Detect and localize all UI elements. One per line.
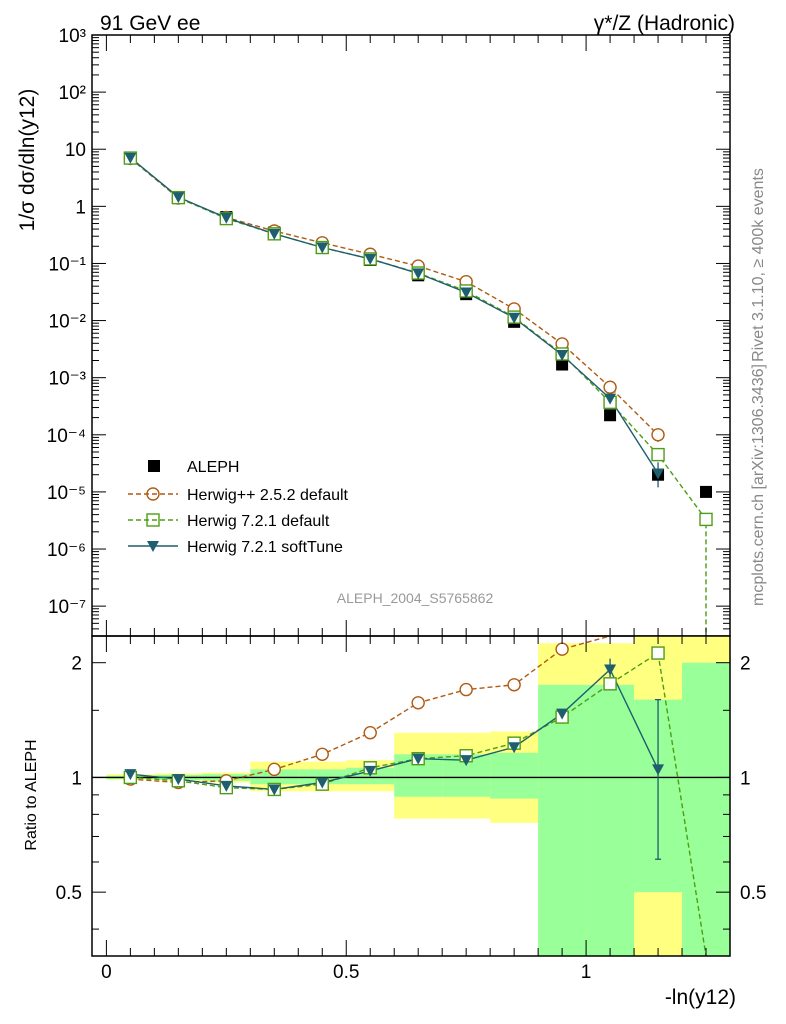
main-marker-herwigpp [651,428,665,442]
energy-label: 91 GeV ee [100,12,200,35]
main-y-tick-label: 10³ [59,26,86,47]
ratio-ylabel: Ratio to ALEPH [23,739,40,850]
legend-label-softtune: Herwig 7.2.1 softTune [187,539,343,556]
ratio-marker-softtune [220,780,233,792]
ratio-marker-herwigpp [507,678,521,692]
main-marker-aleph [556,358,569,371]
ratio-marker-herwigpp [363,726,377,740]
ratio-y-tick-label-right: 2 [740,654,751,675]
ratio-marker-herwigpp [315,747,329,761]
main-y-tick-label: 10⁻³ [49,369,87,390]
main-marker-softtune [268,228,281,240]
ratio-plot-panel: 0 0.5 1 0.5 0.5 1 1 2 2 [56,635,766,983]
main-marker-softtune [172,192,185,204]
main-marker-aleph [700,485,713,498]
main-marker-softtune [364,253,377,265]
main-marker-herwig7 [699,512,713,527]
analysis-watermark: ALEPH_2004_S5765862 [337,590,494,606]
main-marker-softtune [652,468,665,480]
ratio-marker-herwigpp [267,762,281,777]
ratio-marker-softtune [604,664,617,676]
main-marker-softtune [460,287,473,299]
main-y-tick-label: 10 [65,140,86,161]
ratio-marker-softtune [364,765,377,777]
legend: ALEPH Herwig++ 2.5.2 default Herwig 7.2.… [128,459,349,556]
ratio-band-inner [586,684,635,956]
xlabel: -ln(y12) [665,986,736,1009]
ratio-marker-herwigpp [555,642,569,656]
ratio-line-softtune [130,668,659,791]
main-marker-softtune [220,212,233,224]
ratio-line-herwigpp [130,635,611,784]
ratio-y-tick-label: 2 [71,654,82,675]
main-y-tick-label: 10⁻⁴ [47,426,86,447]
legend-marker-herwig7 [146,513,160,527]
ratio-marker-herwigpp [411,696,425,710]
rivet-label: Rivet 3.1.10, ≥ 400k events [750,168,767,362]
x-tick-label: 0 [101,962,112,983]
ratio-marker-softtune [652,764,665,776]
ratio-y-tick-label: 1 [71,768,82,789]
main-y-tick-label: 1 [75,197,86,218]
ratio-marker-softtune [268,784,281,796]
main-marker-softtune [604,393,617,405]
ratio-marker-softtune [124,769,137,781]
ratio-marker-softtune [412,753,425,765]
main-marker-herwig7 [651,447,665,462]
ratio-marker-softtune [460,755,473,767]
ratio-marker-softtune [316,777,329,789]
main-y-tick-label: 10⁻⁷ [48,597,86,618]
ratio-marker-softtune [508,742,521,754]
x-tick-label: 0.5 [333,962,359,983]
legend-marker-aleph [148,460,160,472]
ratio-marker-herwig7 [603,677,617,691]
main-y-tick-label: 10² [59,83,86,104]
legend-label-herwig7: Herwig 7.2.1 default [187,513,330,530]
x-tick-label: 1 [581,962,592,983]
ratio-marker-softtune [556,708,569,720]
legend-label-aleph: ALEPH [187,459,239,476]
main-y-tick-label: 10⁻¹ [49,254,87,275]
main-marker-softtune [556,349,569,361]
main-marker-softtune [508,312,521,324]
main-y-tick-label: 10⁻⁶ [47,540,86,561]
ratio-band-inner [250,769,299,785]
main-y-tick-label: 10⁻² [49,312,87,333]
ratio-frame [91,635,731,957]
ratio-y-tick-label-right: 1 [740,768,751,789]
ratio-band-inner [298,769,347,785]
legend-label-herwigpp: Herwig++ 2.5.2 default [187,487,349,504]
legend-marker-softtune [147,541,159,552]
main-marker-herwigpp [603,380,617,394]
ratio-band-outer [634,892,683,956]
process-label: γ*/Z (Hadronic) [594,12,735,35]
ratio-band-inner [490,752,539,799]
main-marker-softtune [124,152,137,164]
main-plot-panel: 10⁻⁷ 10⁻⁶ 10⁻⁵ 10⁻⁴ 10⁻³ 10⁻² 10⁻¹ 1 10 10² 10³ AL… [47,26,731,637]
main-y-tick-label: 10⁻⁵ [47,483,86,504]
main-marker-aleph [604,409,617,422]
main-ylabel: 1/σ dσ/dln(y12) [16,89,39,232]
ratio-y-tick-label: 0.5 [56,883,82,904]
legend-marker-herwigpp [146,487,160,501]
ratio-marker-herwigpp [459,682,473,697]
main-marker-softtune [316,242,329,254]
main-line-softtune [129,157,659,474]
main-marker-softtune [412,268,425,280]
main-line-herwigpp [129,157,659,436]
mcplots-label: mcplots.cern.ch [arXiv:1306.3436] [750,364,767,606]
ratio-y-tick-label-right: 0.5 [740,883,766,904]
ratio-band-inner [682,662,730,956]
ratio-marker-herwig7 [651,646,665,660]
ratio-marker-softtune [172,774,185,786]
ratio-band-inner [538,684,587,956]
